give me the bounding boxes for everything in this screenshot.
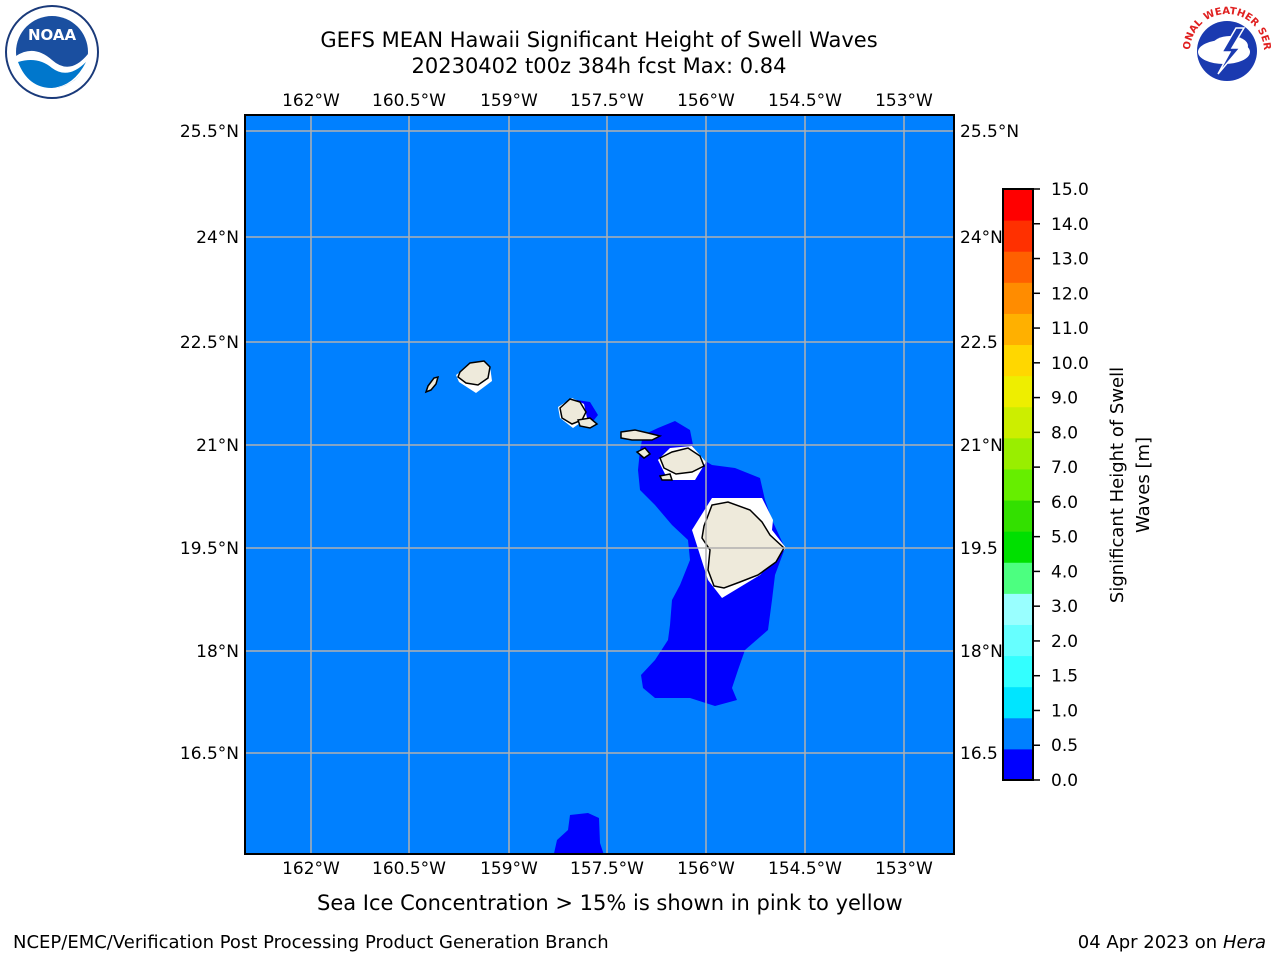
lon-label-top: 153°W [875,91,933,111]
colorbar-segment [1003,282,1033,314]
lon-label-bottom: 162°W [282,859,340,879]
lat-label-right: 22.5 [960,333,998,353]
lon-label-bottom: 153°W [875,859,933,879]
lon-label-top: 162°W [282,91,340,111]
colorbar-segment [1003,344,1033,377]
colorbar-tick-label: 5.0 [1051,528,1078,548]
sea-ice-caption: Sea Ice Concentration > 15% is shown in … [317,891,903,915]
colorbar-tick-label: 14.0 [1051,215,1089,235]
colorbar-tick-label: 15.0 [1051,180,1089,200]
colorbar-tick-label: 11.0 [1051,319,1089,339]
colorbar-segment [1003,748,1033,781]
colorbar-tick-label: 7.0 [1051,458,1078,478]
colorbar-ticks: 15.0 14.0 13.0 12.0 11.0 10.0 9.0 8.0 7.0 6.0 5.0 4… [1033,180,1089,791]
colorbar-tick-label: 13.0 [1051,250,1089,270]
colorbar-tick-label: 1.0 [1051,701,1078,721]
lat-label-left: 25.5°N [180,122,239,142]
lat-label-left: 22.5°N [180,333,239,353]
lat-label-right: 16.5 [960,744,998,764]
colorbar-segment [1003,189,1033,221]
footer-date: 04 Apr 2023 on Hera [1078,932,1266,953]
lat-label-left: 18°N [196,642,239,662]
colorbar-tick-label: 9.0 [1051,389,1078,409]
lat-label-left: 16.5°N [180,744,239,764]
footer-credit: NCEP/EMC/Verification Post Processing Pr… [13,932,609,953]
lon-label-bottom: 156°W [677,859,735,879]
lon-label-top: 160.5°W [372,91,446,111]
colorbar-segment [1003,655,1033,688]
chart-title: GEFS MEAN Hawaii Significant Height of S… [320,28,878,52]
colorbar-frame [1002,188,1034,781]
lon-label-top: 154.5°W [768,91,842,111]
lon-label-bottom: 154.5°W [768,859,842,879]
colorbar-tick-label: 8.0 [1051,423,1078,443]
national-weather-service-logo-icon: NATIONAL WEATHER SERVICE [1174,0,1276,100]
lat-label-left: 19.5°N [180,539,239,559]
low-swell-region-south [553,813,604,854]
colorbar-segment [1003,437,1033,470]
graticule [245,115,954,854]
lon-label-top: 159°W [480,91,538,111]
colorbar-segment [1003,624,1033,657]
colorbar-segment [1003,375,1033,408]
lat-label-right: 18°N [960,642,1003,662]
lon-label-top: 156°W [677,91,735,111]
lon-label-top: 157.5°W [570,91,644,111]
colorbar-segment [1003,531,1033,563]
colorbar-tick-label: 0.0 [1051,771,1078,791]
island-niihau [424,375,440,394]
colorbar-segment [1003,562,1033,594]
colorbar-segment [1003,313,1033,346]
island-oahu-tail [577,417,599,429]
chart-subtitle: 20230402 t00z 384h fcst Max: 0.84 [411,54,787,78]
colorbar-segment [1003,406,1033,439]
colorbar-segment [1003,468,1033,501]
lon-label-bottom: 160.5°W [372,859,446,879]
colorbar-segment [1003,251,1033,283]
lon-label-bottom: 157.5°W [570,859,644,879]
svg-text:NOAA: NOAA [28,26,77,44]
lon-label-bottom: 159°W [480,859,538,879]
island-lanai [635,447,652,459]
colorbar-tick-label: 4.0 [1051,562,1078,582]
footer-host: Hera [1222,932,1266,953]
island-oahu [559,398,587,425]
island-kauai [457,360,491,386]
lat-label-right: 19.5 [960,539,998,559]
colorbar-tick-label: 2.0 [1051,632,1078,652]
lat-label-right: 21°N [960,436,1003,456]
colorbar-segment [1003,717,1033,750]
island-molokai [620,429,663,441]
noaa-logo-icon: NOAA [4,4,100,100]
colorbar-segment [1003,686,1033,719]
colorbar-tick-label: 12.0 [1051,284,1089,304]
island-maui [659,447,705,475]
colorbar-tick-label: 3.0 [1051,597,1078,617]
island-kahoolawe [658,473,674,481]
colorbar-tick-label: 1.5 [1051,667,1078,687]
colorbar-segment [1003,593,1033,625]
lat-label-right: 24°N [960,228,1003,248]
map-frame [244,114,955,855]
footer-date-text: 04 Apr 2023 on [1077,932,1218,953]
lat-label-left: 21°N [196,436,239,456]
colorbar-tick-label: 0.5 [1051,736,1078,756]
colorbar-label-units: Waves [m] [1133,437,1154,533]
colorbar [1003,189,1033,781]
lat-label-right: 25.5°N [960,122,1019,142]
colorbar-tick-label: 10.0 [1051,354,1089,374]
colorbar-label: Significant Height of Swell [1107,367,1128,603]
colorbar-tick-label: 6.0 [1051,493,1078,513]
ocean-area [245,115,954,854]
island-big-island [701,501,785,589]
colorbar-segment [1003,220,1033,252]
lat-label-left: 24°N [196,228,239,248]
colorbar-segment [1003,500,1033,532]
